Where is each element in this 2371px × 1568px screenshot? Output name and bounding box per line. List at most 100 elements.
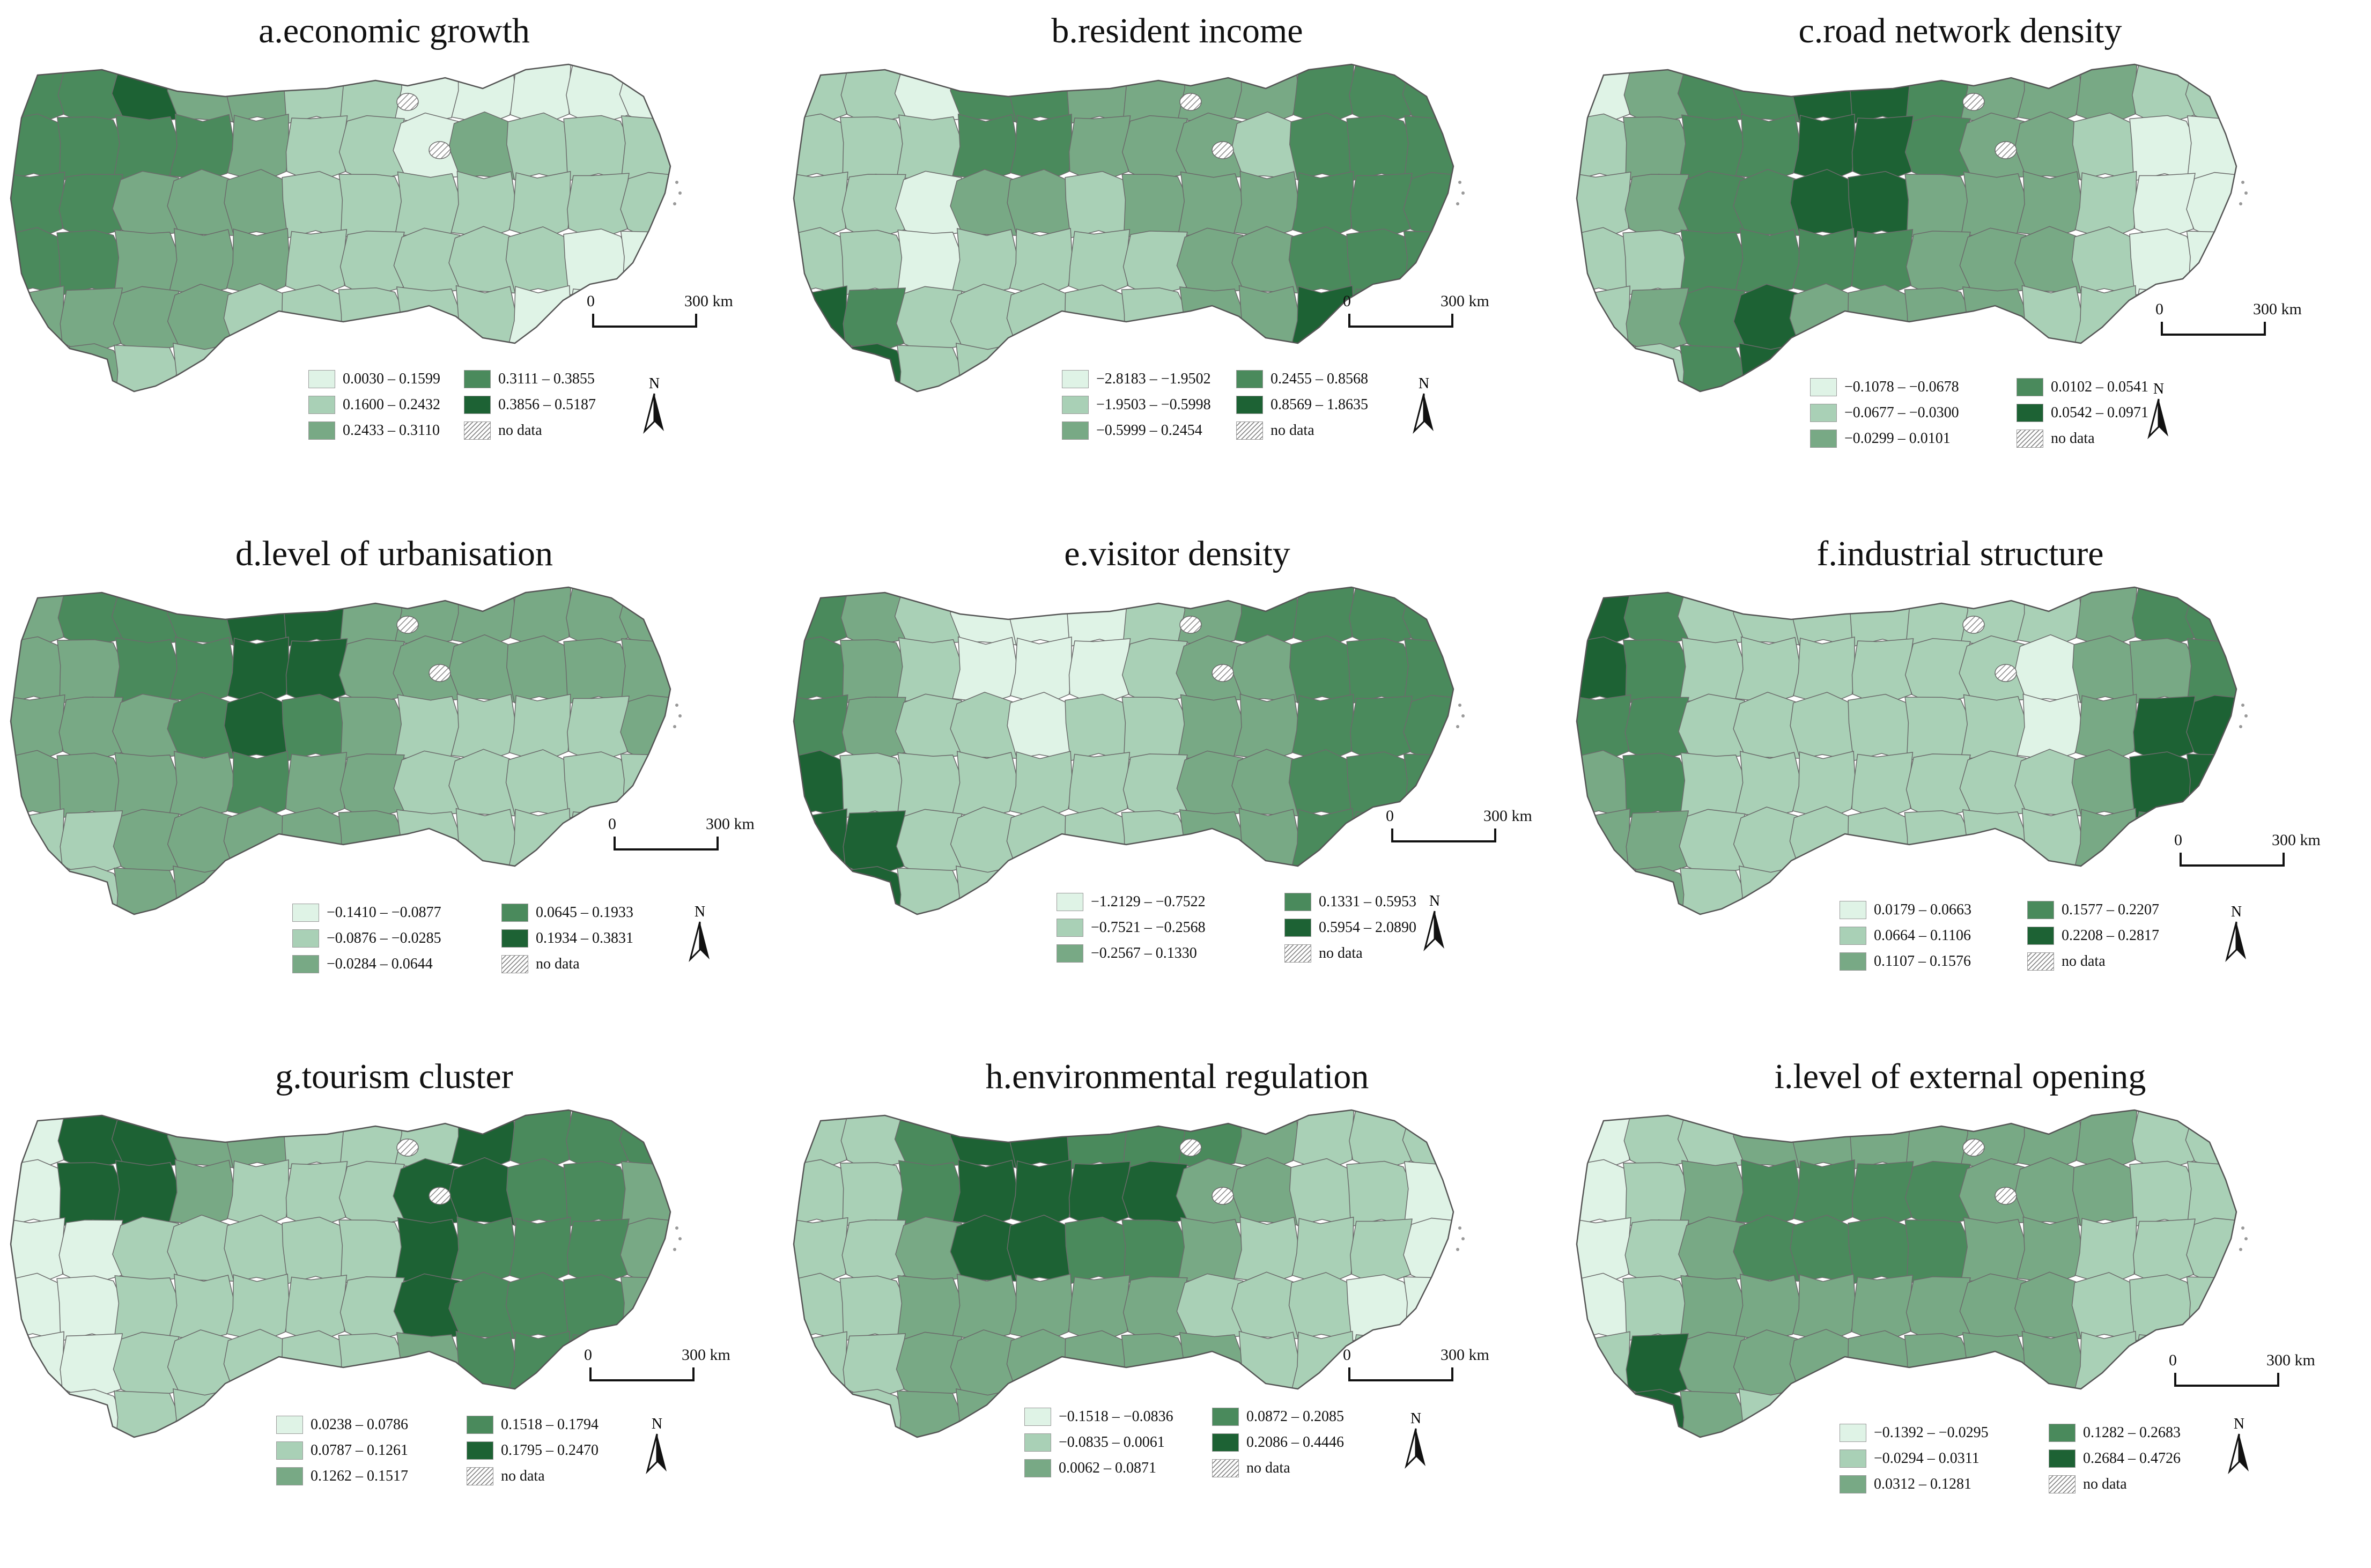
legend-label-no-data: no data (1246, 1460, 1290, 1476)
scale-bar: 0 300 km (1384, 807, 1534, 850)
panel-d: d.level of urbanisation 0 300 km −0.1410… (0, 523, 788, 1043)
region-polygon (1960, 171, 2029, 236)
region-polygon (952, 866, 1021, 914)
legend-swatch (1236, 396, 1263, 414)
no-data-region (1212, 664, 1234, 682)
region-polygon (1848, 171, 1915, 239)
region-polygon (2187, 638, 2236, 704)
region-polygon (1790, 692, 1856, 761)
region-polygon (1622, 1275, 1691, 1342)
island (1461, 1237, 1465, 1240)
region-polygon (282, 1216, 349, 1284)
region-polygon (2017, 1216, 2084, 1284)
region-polygon (1231, 111, 1299, 180)
region-polygon (1904, 810, 1973, 876)
region-polygon (1178, 286, 1246, 352)
region-polygon (1793, 1159, 1856, 1229)
panel-title: a.economic growth (258, 11, 530, 50)
choropleth-map (10, 63, 682, 393)
region-outline (1576, 1109, 2237, 1438)
region-polygon (1346, 1274, 1414, 1342)
legend-swatch (1284, 919, 1311, 937)
region-polygon (794, 694, 848, 764)
region-polygon (2074, 1216, 2137, 1286)
region-polygon (56, 752, 125, 819)
legend-swatch (1810, 430, 1837, 448)
legend-label: 0.2086 – 0.4446 (1246, 1434, 1344, 1451)
region-polygon (2074, 171, 2137, 240)
region-polygon (567, 696, 630, 764)
region-polygon (1960, 64, 2029, 122)
island (1461, 714, 1465, 718)
legend: −0.1078 – −0.0678 −0.0677 – −0.0300 −0.0… (1810, 378, 2153, 464)
region-polygon (1404, 638, 1453, 704)
region-polygon (952, 636, 1019, 704)
legend-label: 0.0238 – 0.0786 (311, 1416, 408, 1433)
region-polygon (226, 228, 290, 297)
region-polygon (56, 230, 125, 296)
region-outline (793, 1109, 1454, 1438)
region-polygon (169, 636, 236, 704)
region-polygon (1068, 1161, 1131, 1230)
legend: −2.8183 – −1.9502 −1.9503 – −0.5998 −0.5… (1062, 370, 1405, 456)
region-polygon (2017, 1330, 2084, 1397)
region-polygon (1233, 171, 1301, 238)
region-polygon (621, 115, 670, 181)
legend-label: 0.1795 – 0.2470 (501, 1442, 599, 1459)
legend-swatch (1024, 1459, 1051, 1477)
north-label: N (695, 904, 705, 920)
region-polygon (794, 113, 850, 182)
scale-distance-label: 300 km (682, 1346, 730, 1364)
region-polygon (897, 344, 965, 391)
no-data-region (429, 141, 451, 159)
region-polygon (950, 64, 1017, 123)
legend-swatch (2027, 927, 2054, 945)
region-polygon (1851, 229, 1914, 298)
region-polygon (509, 64, 572, 127)
island (1461, 191, 1465, 195)
region-polygon (1851, 115, 1914, 184)
region-polygon (563, 751, 631, 819)
region-polygon (1792, 228, 1856, 297)
north-arrow-icon: N (1419, 893, 1451, 952)
legend: 0.0030 – 0.1599 0.1600 – 0.2432 0.2433 –… (308, 370, 652, 456)
region-polygon (2074, 1330, 2138, 1400)
region-polygon (1289, 1158, 1356, 1227)
region-polygon (1735, 751, 1803, 817)
region-polygon (1177, 1110, 1246, 1167)
region-polygon (225, 342, 291, 391)
island (678, 1237, 682, 1240)
choropleth-map (10, 586, 682, 915)
legend-swatch (467, 1441, 493, 1460)
no-data-region (429, 1187, 451, 1205)
region-polygon (1009, 228, 1073, 297)
region-polygon (1789, 283, 1856, 352)
legend-label: −0.1392 – −0.0295 (1874, 1424, 1989, 1441)
region-polygon (450, 1330, 518, 1397)
region-polygon (1065, 1330, 1131, 1399)
region-polygon (2187, 115, 2236, 181)
region-polygon (1350, 696, 1413, 764)
legend-label: 0.2684 – 0.4726 (2083, 1450, 2181, 1467)
region-polygon (2017, 171, 2084, 238)
region-polygon (506, 1158, 573, 1227)
region-polygon (794, 227, 849, 296)
legend-swatch (1810, 378, 1837, 396)
region-polygon (394, 587, 463, 645)
region-polygon (1793, 636, 1856, 706)
region-polygon (508, 808, 572, 877)
legend-swatch (292, 929, 319, 948)
region-polygon (225, 865, 291, 914)
region-polygon (1068, 752, 1131, 821)
region-polygon (169, 1159, 236, 1226)
legend-swatch (1284, 893, 1311, 911)
north-arrow-icon: N (638, 375, 670, 434)
region-polygon (450, 808, 518, 874)
region-polygon (2129, 1160, 2198, 1227)
region-polygon (450, 285, 518, 351)
region-polygon (952, 1274, 1020, 1340)
region-polygon (169, 866, 238, 914)
region-polygon (1960, 694, 2029, 759)
legend-label-no-data: no data (2051, 430, 2095, 447)
region-polygon (11, 1159, 67, 1227)
